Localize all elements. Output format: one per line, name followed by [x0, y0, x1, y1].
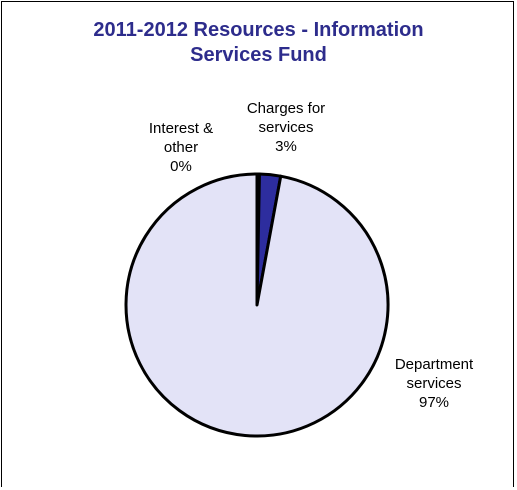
- slice-label-charges-line-2: services: [258, 119, 313, 136]
- slice-label-department-services: Department services 97%: [395, 356, 474, 411]
- slice-label-department-line-2: services: [406, 375, 461, 392]
- slice-label-charges-line-1: Charges for: [247, 100, 325, 117]
- chart-title: 2011-2012 Resources - Information Servic…: [0, 18, 517, 68]
- chart-title-line-1: 2011-2012 Resources - Information: [93, 19, 424, 41]
- slice-label-charges-value: 3%: [275, 138, 297, 155]
- slice-label-interest-other: Interest & other 0%: [149, 120, 213, 175]
- pie-slice-department-services: [124, 172, 390, 438]
- pie-slices: [124, 172, 390, 438]
- chart-title-line-2: Services Fund: [190, 44, 327, 66]
- slice-label-interest-other-value: 0%: [170, 158, 192, 175]
- slice-label-department-value: 97%: [419, 394, 449, 411]
- slice-label-charges-for-services: Charges for services 3%: [247, 100, 325, 155]
- slice-label-interest-other-line-1: Interest &: [149, 120, 213, 137]
- slice-label-department-line-1: Department: [395, 356, 474, 373]
- slice-label-interest-other-line-2: other: [164, 139, 198, 156]
